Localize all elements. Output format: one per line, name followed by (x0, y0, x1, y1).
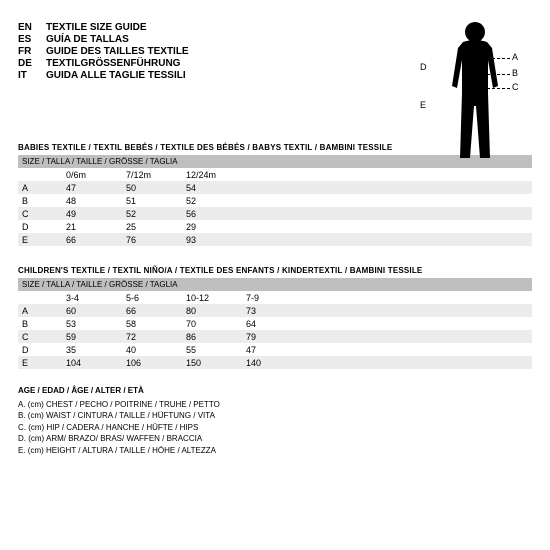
table-row: A60668073 (18, 304, 532, 317)
lang-text: TEXTILGRÖSSENFÜHRUNG (46, 58, 180, 69)
table-row: B53587064 (18, 317, 532, 330)
diagram-label-d: D (420, 62, 427, 72)
diagram-label-e: E (420, 100, 426, 110)
diagram-label-a: A (512, 52, 518, 62)
lang-text: TEXTILE SIZE GUIDE (46, 22, 147, 33)
legend-title: AGE / EDAD / ÂGE / ALTER / ETÀ (18, 385, 532, 397)
legend-line: A. (cm) CHEST / PECHO / POITRINE / TRUHE… (18, 399, 532, 411)
table-row: E667693 (18, 233, 532, 246)
children-table: SIZE / TALLA / TAILLE / GRÖSSE / TAGLIA … (18, 278, 532, 369)
size-cell: 3-4 (66, 291, 126, 304)
legend-line: D. (cm) ARM/ BRAZO/ BRAS/ WAFFEN / BRACC… (18, 433, 532, 445)
size-cell: 5-6 (126, 291, 186, 304)
table-row: B485152 (18, 194, 532, 207)
lang-code: DE (18, 58, 46, 69)
table-row: C495256 (18, 207, 532, 220)
table-row: D212529 (18, 220, 532, 233)
lang-text: GUIDA ALLE TAGLIE TESSILI (46, 70, 186, 81)
size-cell: 12/24m (186, 168, 246, 181)
size-cell: 10-12 (186, 291, 246, 304)
table-row: D35405547 (18, 343, 532, 356)
size-header: SIZE / TALLA / TAILLE / GRÖSSE / TAGLIA (18, 278, 532, 291)
children-title: CHILDREN'S TEXTILE / TEXTIL NIÑO/A / TEX… (18, 266, 532, 275)
legend-line: C. (cm) HIP / CADERA / HANCHE / HÜFTE / … (18, 422, 532, 434)
lang-code: EN (18, 22, 46, 33)
lang-code: ES (18, 34, 46, 45)
diagram-label-b: B (512, 68, 518, 78)
diagram-label-c: C (512, 82, 519, 92)
lang-text: GUÍA DE TALLAS (46, 34, 129, 45)
table-row: A475054 (18, 181, 532, 194)
table-size-row: 3-4 5-6 10-12 7-9 (18, 291, 532, 304)
size-cell: 0/6m (66, 168, 126, 181)
lang-text: GUIDE DES TAILLES TEXTILE (46, 46, 189, 57)
size-cell: 7-9 (246, 291, 306, 304)
table-header-row: SIZE / TALLA / TAILLE / GRÖSSE / TAGLIA (18, 278, 532, 291)
legend-line: E. (cm) HEIGHT / ALTURA / TAILLE / HÖHE … (18, 445, 532, 457)
legend: AGE / EDAD / ÂGE / ALTER / ETÀ A. (cm) C… (18, 385, 532, 457)
size-cell: 7/12m (126, 168, 186, 181)
body-silhouette: A B C D E (430, 18, 520, 173)
legend-line: B. (cm) WAIST / CINTURA / TAILLE / HÜFTU… (18, 410, 532, 422)
lang-code: FR (18, 46, 46, 57)
table-row: C59728679 (18, 330, 532, 343)
lang-code: IT (18, 70, 46, 81)
table-row: E104106150140 (18, 356, 532, 369)
